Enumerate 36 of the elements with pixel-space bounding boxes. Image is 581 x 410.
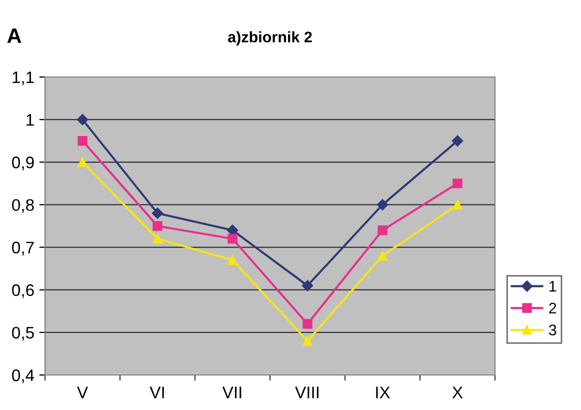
x-tick-label: V xyxy=(77,386,88,398)
x-tick-label: IX xyxy=(376,386,390,398)
x-tick-label: X xyxy=(452,386,463,398)
point xyxy=(452,200,462,210)
point xyxy=(376,199,388,210)
point xyxy=(228,234,238,244)
y-tick-label: 1,1 xyxy=(12,72,34,86)
y-tick-label: 1 xyxy=(26,114,34,126)
point xyxy=(228,255,238,265)
chart-title: a)zbiornik 2 xyxy=(228,31,312,46)
x-tick-label: VIII xyxy=(295,386,318,398)
point xyxy=(302,319,312,329)
y-tick-label: 0,9 xyxy=(12,156,34,170)
x-tick-label: VI xyxy=(150,386,164,398)
point xyxy=(378,250,388,261)
point xyxy=(302,280,314,292)
y-tick-label: 0,4 xyxy=(12,369,34,384)
point xyxy=(78,157,88,168)
point xyxy=(76,114,88,126)
point xyxy=(452,178,462,188)
y-tick-label: 0,5 xyxy=(12,326,34,341)
point xyxy=(452,135,464,146)
y-tick-label: 0,8 xyxy=(12,199,34,213)
point xyxy=(378,225,388,236)
y-axis-title: A xyxy=(7,28,22,43)
legend-label: 2 xyxy=(549,302,556,314)
point xyxy=(152,208,164,219)
y-tick-label: 0,6 xyxy=(12,284,34,298)
point xyxy=(302,336,312,346)
point xyxy=(152,221,162,231)
legend-label: 1 xyxy=(550,281,556,292)
y-tick-label: 0,7 xyxy=(12,242,34,256)
legend-label: 3 xyxy=(548,324,556,336)
x-tick-label: VII xyxy=(222,386,242,398)
point xyxy=(78,136,88,146)
point xyxy=(152,234,162,244)
